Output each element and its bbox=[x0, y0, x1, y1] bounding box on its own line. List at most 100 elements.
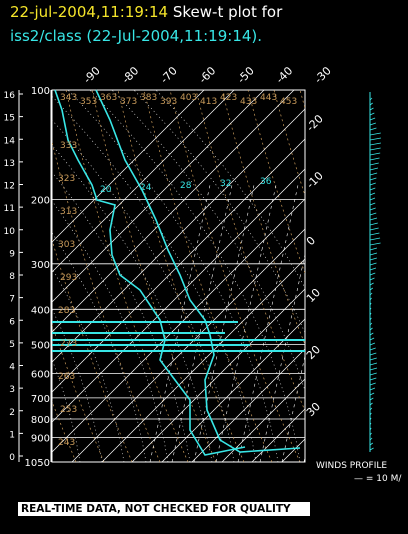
mixing-ratio-line bbox=[303, 455, 305, 462]
wind-barb bbox=[369, 392, 375, 396]
height-tick-label: 5 bbox=[9, 340, 15, 350]
pressure-tick-label: 900 bbox=[31, 434, 50, 445]
moist-adiabat bbox=[52, 171, 191, 462]
theta-label: 313 bbox=[60, 207, 77, 217]
right-temp-label: 0 bbox=[304, 234, 318, 248]
wind-barb bbox=[369, 322, 373, 326]
moist-adiabat bbox=[52, 95, 257, 462]
top-temp-label: -60 bbox=[196, 64, 218, 86]
wind-barb bbox=[369, 157, 380, 161]
wind-barb bbox=[369, 307, 372, 311]
mixing-ratio-line bbox=[215, 184, 277, 462]
wind-barb bbox=[369, 262, 377, 266]
wind-barb bbox=[369, 377, 377, 381]
wind-barb bbox=[369, 167, 379, 171]
isotherm-line bbox=[161, 318, 306, 463]
plot-title: 22-jul-2004,11:19:14 Skew-t plot for bbox=[10, 3, 282, 21]
height-tick-label: 10 bbox=[4, 227, 16, 237]
isotherm-line bbox=[131, 288, 306, 463]
right-temp-label: 30 bbox=[304, 400, 323, 419]
theta-label: 283 bbox=[58, 306, 75, 316]
theta-label: 413 bbox=[200, 97, 217, 107]
wind-barb bbox=[369, 147, 381, 151]
height-tick-label: 0 bbox=[9, 453, 15, 463]
wind-barb bbox=[369, 172, 378, 176]
wind-barb bbox=[369, 117, 376, 121]
mixing-ratio-line bbox=[281, 354, 305, 462]
theta-label: 243 bbox=[58, 438, 75, 448]
height-tick-label: 11 bbox=[4, 204, 15, 214]
wind-barb bbox=[369, 112, 375, 116]
isotherm-line bbox=[51, 198, 306, 453]
plot-title-text: Skew-t plot for bbox=[172, 3, 283, 21]
wind-barb bbox=[369, 327, 373, 331]
wind-barb bbox=[369, 217, 378, 221]
wind-barb bbox=[369, 267, 377, 271]
isotherm-line bbox=[51, 168, 306, 423]
height-tick-label: 3 bbox=[9, 385, 15, 395]
top-temp-label: -30 bbox=[312, 64, 334, 86]
dewpoint-trace bbox=[54, 89, 246, 456]
height-tick-label: 16 bbox=[4, 91, 16, 101]
wind-barb bbox=[369, 312, 372, 316]
wind-barb bbox=[369, 372, 377, 376]
theta-label: 293 bbox=[60, 273, 77, 283]
wind-barb bbox=[369, 382, 376, 386]
mixing-ratio-line bbox=[149, 184, 211, 462]
wind-barb bbox=[369, 107, 374, 111]
top-temp-label: -80 bbox=[119, 64, 141, 86]
wind-barb bbox=[369, 287, 374, 291]
theta-label: 383 bbox=[140, 93, 157, 103]
isotherm-line bbox=[251, 408, 306, 463]
height-tick-label: 1 bbox=[9, 430, 15, 440]
wind-barb bbox=[369, 292, 373, 296]
dry-adiabat bbox=[52, 238, 133, 462]
dry-adiabat bbox=[91, 90, 217, 462]
height-tick-label: 6 bbox=[9, 317, 15, 327]
winds-label: WINDS PROFILE bbox=[316, 461, 387, 471]
dry-adiabat bbox=[221, 90, 305, 346]
pressure-tick-label: 500 bbox=[31, 341, 50, 352]
pressure-tick-label: 700 bbox=[31, 394, 50, 405]
theta-label: 253 bbox=[60, 405, 77, 415]
wind-barb bbox=[369, 152, 381, 156]
top-temp-label: -40 bbox=[273, 64, 295, 86]
pressure-tick-label: 800 bbox=[31, 415, 50, 426]
theta-label: 423 bbox=[220, 93, 237, 103]
wind-barb bbox=[369, 122, 376, 126]
pressure-tick-label: 400 bbox=[31, 305, 50, 316]
wind-barb bbox=[369, 277, 375, 281]
wind-barb bbox=[369, 127, 377, 131]
height-tick-label: 14 bbox=[4, 136, 16, 146]
wind-barb bbox=[369, 187, 376, 191]
theta-label: 373 bbox=[120, 97, 137, 107]
dry-adiabat bbox=[52, 140, 161, 462]
wind-barb bbox=[369, 302, 372, 306]
height-tick-label: 2 bbox=[9, 408, 15, 418]
wind-barb bbox=[369, 407, 373, 411]
wind-barb bbox=[369, 177, 377, 181]
mixing-ratio-line bbox=[237, 184, 299, 462]
right-temp-label: -20 bbox=[304, 112, 326, 134]
moist-adiabat bbox=[67, 90, 279, 462]
top-temp-label: -50 bbox=[235, 64, 257, 86]
quality-banner: REAL-TIME DATA, NOT CHECKED FOR QUALITY bbox=[18, 502, 310, 516]
right-temp-label: -10 bbox=[304, 169, 326, 191]
theta-label: 433 bbox=[240, 97, 257, 107]
wind-barb bbox=[369, 412, 372, 416]
pressure-tick-label: 100 bbox=[31, 86, 50, 97]
isotherm-line bbox=[51, 138, 306, 393]
wind-barb bbox=[369, 232, 380, 236]
isotherm-line bbox=[51, 89, 265, 303]
pressure-tick-label: 1050 bbox=[25, 458, 50, 469]
mixing-ratio-line bbox=[193, 184, 255, 462]
wind-barb bbox=[369, 142, 382, 146]
wind-barb bbox=[369, 397, 374, 401]
plot-subtitle: iss2/class (22-Jul-2004,11:19:14). bbox=[10, 27, 263, 45]
top-temp-label: -70 bbox=[158, 64, 180, 86]
wind-barb bbox=[369, 402, 373, 406]
mixing-ratio-line bbox=[259, 252, 305, 462]
wind-barb bbox=[369, 437, 373, 441]
wind-barb bbox=[369, 387, 376, 391]
isotherm-line bbox=[51, 89, 295, 333]
